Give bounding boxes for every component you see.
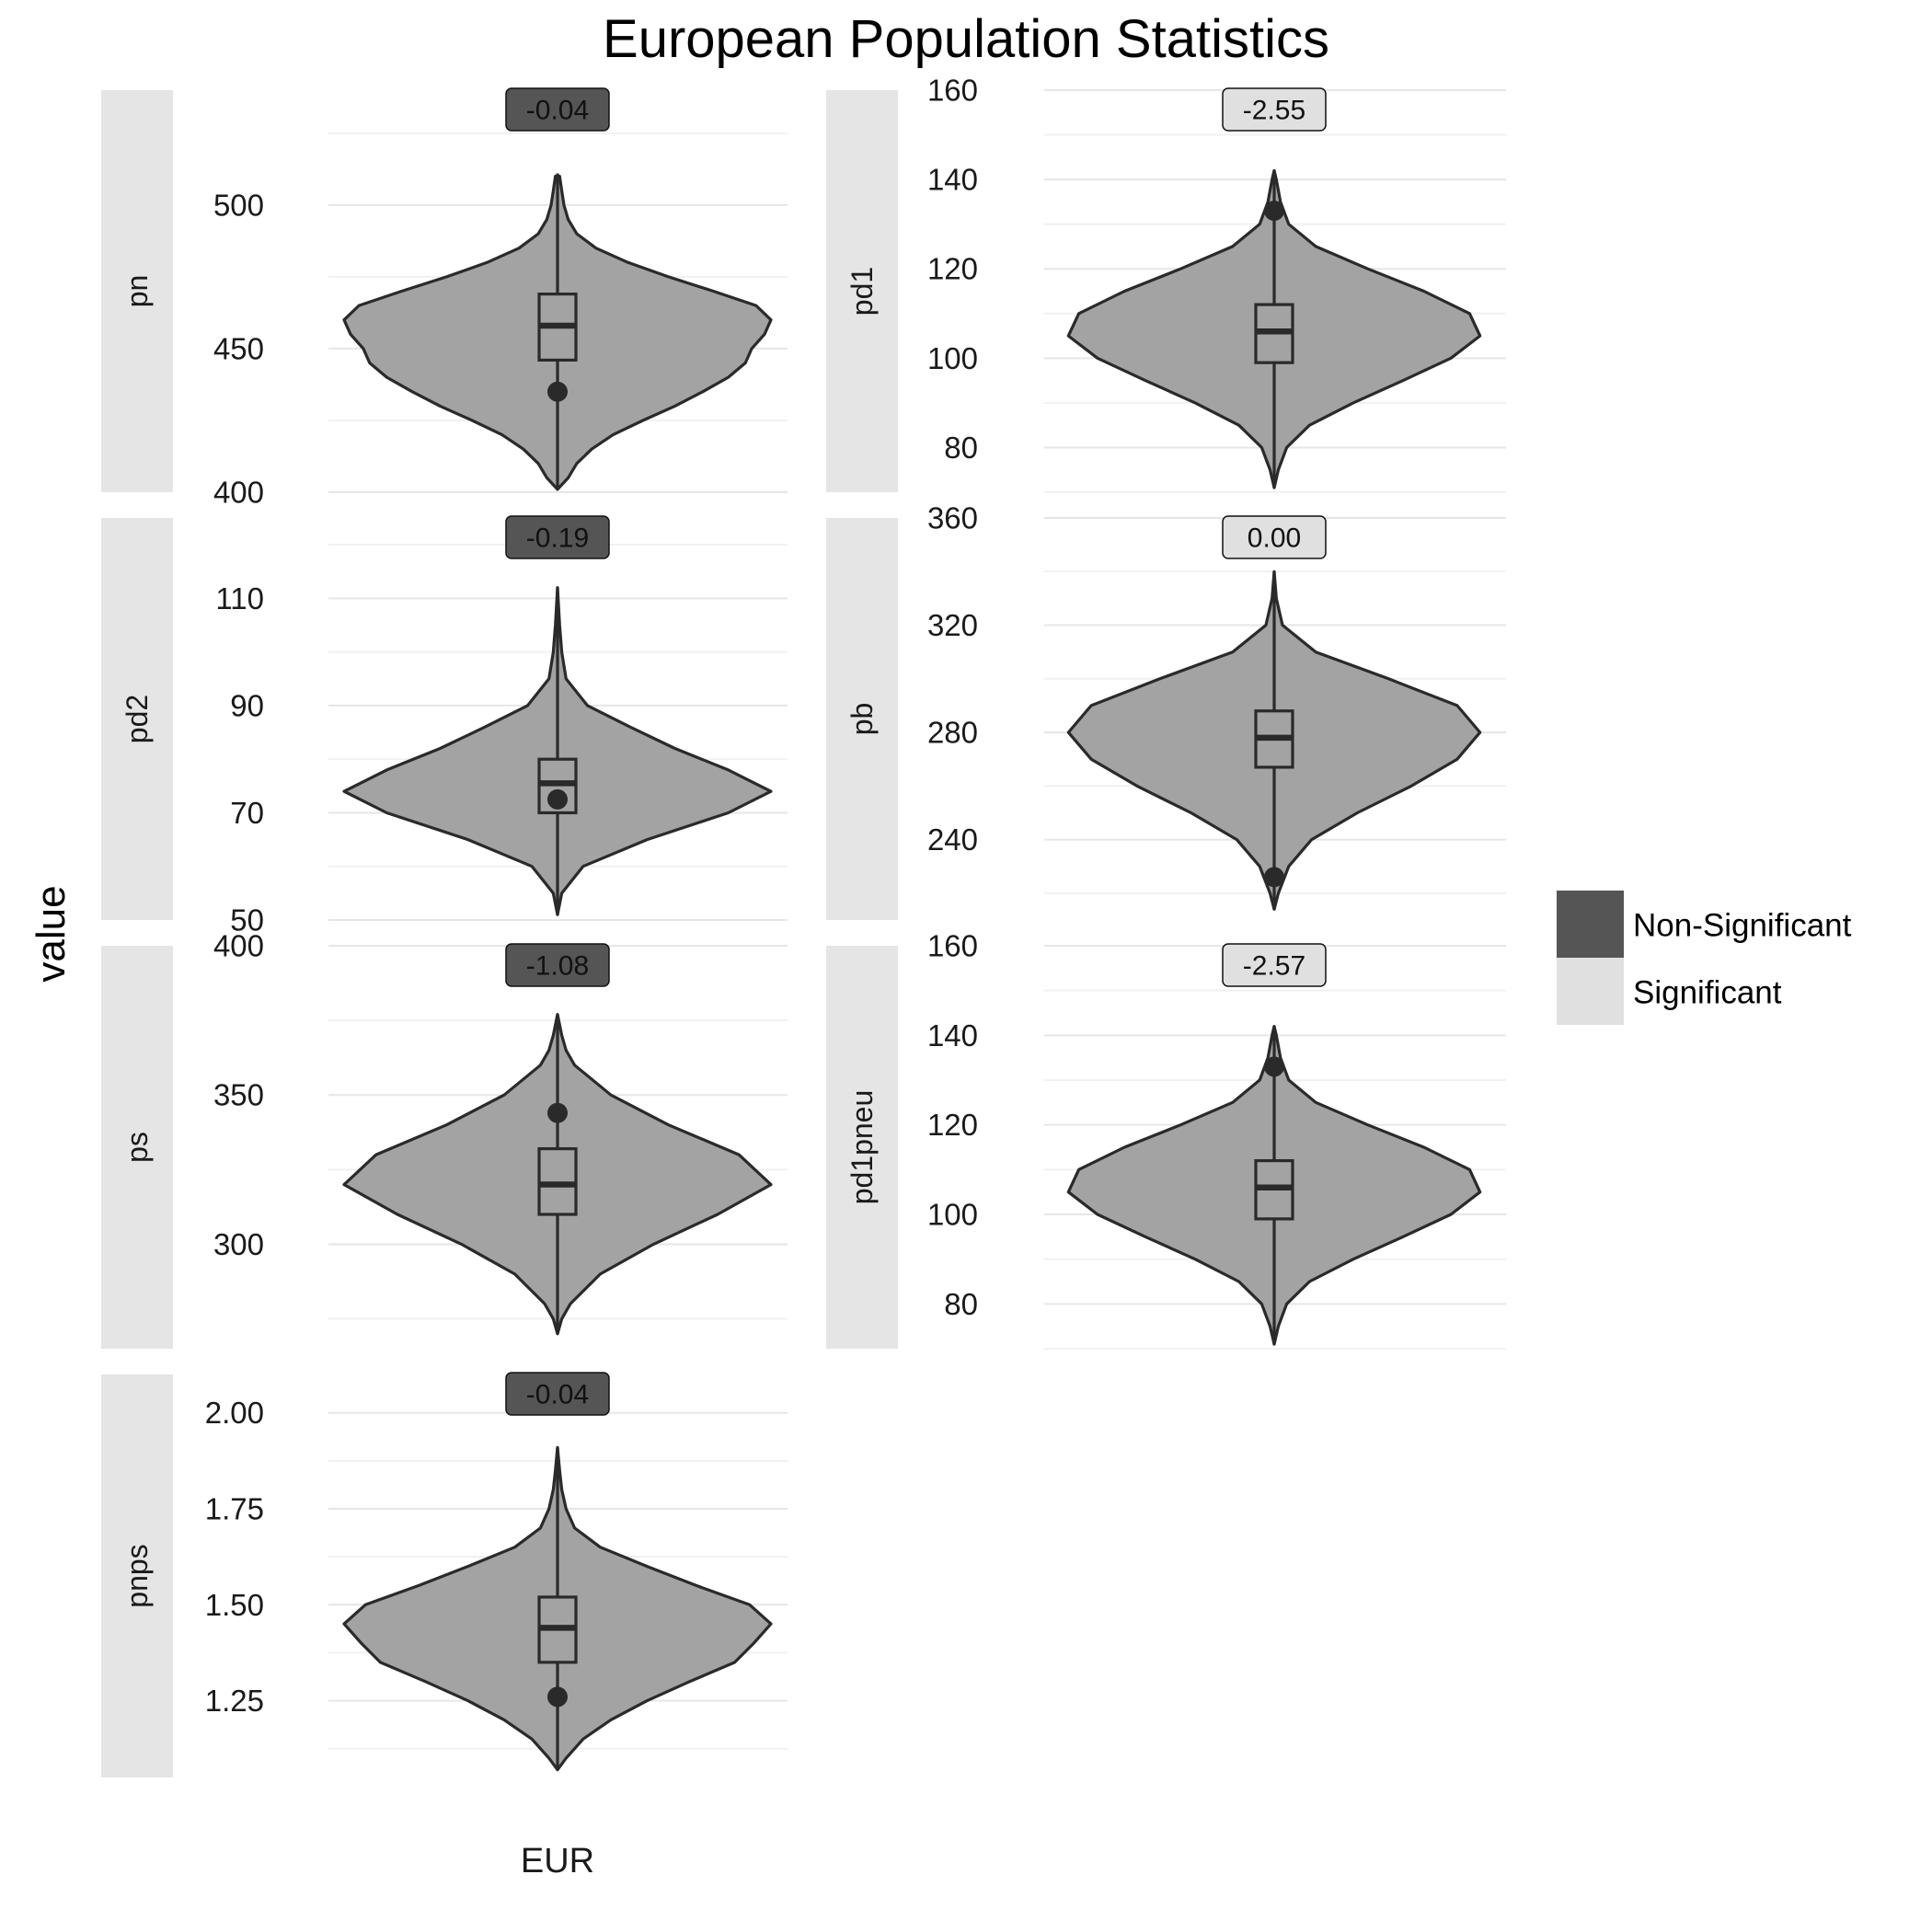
observed-point xyxy=(547,1686,568,1708)
y-tick-label: 300 xyxy=(213,1227,264,1261)
facet-strip-label: pd1pneu xyxy=(845,1090,879,1205)
y-tick-label: 50 xyxy=(230,903,264,937)
y-tick-label: 100 xyxy=(927,341,978,375)
panel-pd1: pd1 80 100 120 140 160 -2.55 xyxy=(826,74,1506,493)
panel-pd1pneu: pd1pneu 80 100 120 140 160 -2.57 xyxy=(826,929,1506,1350)
significance-badge xyxy=(1222,87,1327,132)
y-tick-label: 1.50 xyxy=(205,1588,264,1622)
facet-strip xyxy=(826,518,898,920)
y-tick-label: 110 xyxy=(215,581,264,615)
y-tick-label: 120 xyxy=(927,1108,978,1142)
legend-key xyxy=(1557,891,1624,958)
observed-point xyxy=(547,381,568,402)
facet-strip-label: pb xyxy=(845,703,879,736)
observed-point xyxy=(1264,201,1284,222)
y-tick-label: 450 xyxy=(213,331,264,365)
chart-title: European Population Statistics xyxy=(603,9,1329,69)
y-tick-label: 360 xyxy=(927,501,978,535)
panel-pnps: pnps 1.25 1.50 1.75 2.00 -0.04 xyxy=(101,1372,788,1777)
facet-strip-label: pnps xyxy=(121,1544,154,1607)
y-tick-label: 350 xyxy=(213,1078,264,1112)
x-tick-label: EUR xyxy=(521,1842,594,1880)
observed-point xyxy=(547,788,568,810)
significance-badge-label: -0.04 xyxy=(526,96,589,126)
y-tick-label: 70 xyxy=(230,796,264,830)
y-tick-label: 500 xyxy=(213,188,264,222)
y-tick-label: 1.25 xyxy=(205,1684,264,1718)
y-axis-title: value xyxy=(29,885,74,982)
significance-badge xyxy=(1222,943,1327,987)
y-tick-label: 320 xyxy=(927,608,978,642)
significance-badge-label: -0.04 xyxy=(526,1380,589,1410)
significance-badge-label: -1.08 xyxy=(526,951,589,982)
significance-badge-label: -2.57 xyxy=(1243,951,1305,982)
y-tick-label: 100 xyxy=(927,1198,978,1232)
facet-panels: pn400450500-0.04pd180100120140160-2.55pd… xyxy=(101,74,1506,1777)
legend-label: Significant xyxy=(1633,975,1782,1011)
facet-strip xyxy=(101,1374,173,1777)
significance-badge xyxy=(505,1372,610,1416)
violin-shape xyxy=(342,1013,773,1336)
significance-badge xyxy=(505,515,610,559)
facet-strip-label: ps xyxy=(121,1132,154,1163)
y-tick-label: 280 xyxy=(927,716,978,750)
legend-label: Non-Significant xyxy=(1633,908,1852,944)
facet-strip-label: pd2 xyxy=(121,695,154,743)
observed-point xyxy=(1264,867,1284,888)
significance-badge-label: -0.19 xyxy=(526,523,589,554)
observed-point xyxy=(1264,1056,1284,1077)
y-tick-label: 80 xyxy=(944,1287,978,1321)
panel-pn: pn 400 450 500 -0.04 xyxy=(101,87,788,510)
y-tick-label: 2.00 xyxy=(205,1396,264,1430)
panel-pb: pb 240 280 320 360 0.00 xyxy=(826,501,1506,920)
y-tick-label: 400 xyxy=(213,476,264,510)
panel-ps: ps 300 350 400 -1.08 xyxy=(101,929,788,1349)
y-tick-label: 140 xyxy=(927,1018,978,1052)
significance-badge xyxy=(505,943,610,987)
facet-strip-label: pn xyxy=(121,275,154,308)
significance-badge xyxy=(505,87,610,132)
facet-strip xyxy=(101,946,173,1349)
significance-badge xyxy=(1222,515,1327,559)
y-tick-label: 80 xyxy=(944,431,978,465)
y-tick-label: 90 xyxy=(230,688,264,722)
y-tick-label: 140 xyxy=(927,163,978,197)
observed-point xyxy=(547,1102,568,1123)
y-tick-label: 160 xyxy=(927,929,978,963)
legend-key xyxy=(1557,958,1624,1025)
significance-badge-label: 0.00 xyxy=(1248,523,1301,554)
y-tick-label: 120 xyxy=(927,252,978,286)
legend: Non-Significant Significant xyxy=(1557,891,1852,1025)
y-tick-label: 160 xyxy=(927,74,978,108)
facet-strip xyxy=(826,90,898,492)
facet-strip xyxy=(826,946,898,1349)
facet-strip xyxy=(101,518,173,920)
y-tick-label: 1.75 xyxy=(205,1492,264,1526)
panel-pd2: pd2 50 70 90 110 -0.19 xyxy=(101,515,788,937)
significance-badge-label: -2.55 xyxy=(1243,96,1305,126)
facet-strip xyxy=(101,90,173,492)
y-tick-label: 400 xyxy=(213,929,264,963)
y-tick-label: 240 xyxy=(927,822,978,857)
facet-strip-label: pd1 xyxy=(845,267,879,316)
